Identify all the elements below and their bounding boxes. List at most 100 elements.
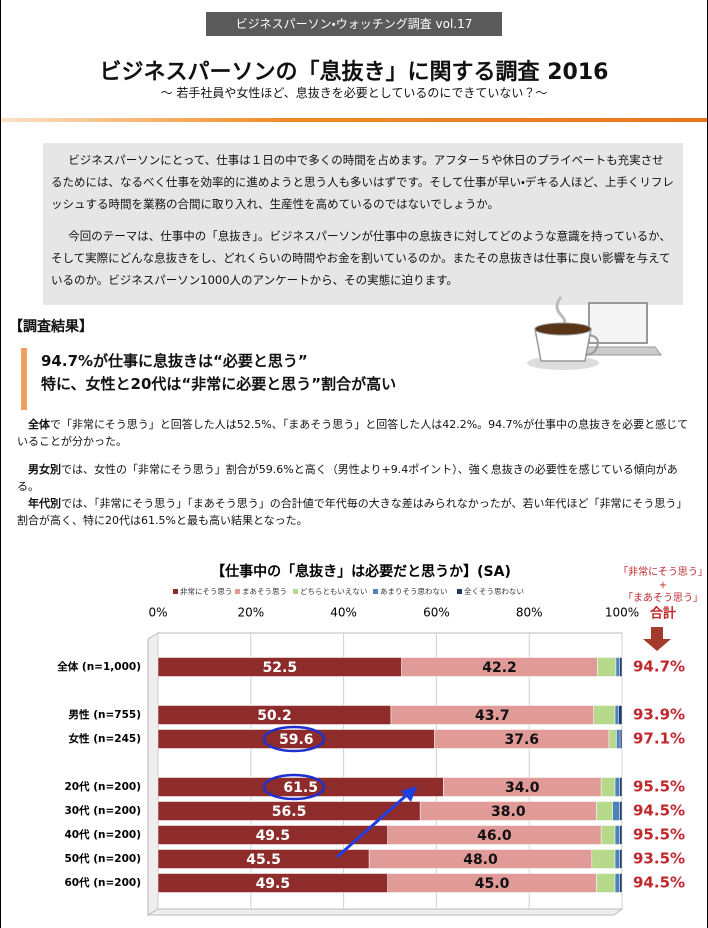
bar-segment xyxy=(620,730,622,749)
bar-segment xyxy=(615,850,620,869)
coffee-illustration xyxy=(521,285,671,375)
legend-swatch xyxy=(235,589,240,594)
divider xyxy=(1,118,707,122)
x-tick-label: 60% xyxy=(423,606,450,620)
lead: 年代別 xyxy=(28,497,61,510)
text: では、「非常にそう思う」「まあそう思う」の合計値で年代毎の大きな差はみられなかっ… xyxy=(17,497,687,527)
x-tick-label: 0% xyxy=(148,606,167,620)
category-label: 全体 (n=1,000) xyxy=(56,660,141,673)
plot-floor xyxy=(148,909,622,915)
bar-segment xyxy=(616,658,620,677)
bar-segment xyxy=(620,850,622,869)
legend-swatch xyxy=(293,589,298,594)
bar-segment xyxy=(615,874,620,893)
legend-swatch xyxy=(173,589,178,594)
intro-paragraph: ビジネスパーソンにとって、仕事は１日の中で多くの時間を占めます。アフター５や休日… xyxy=(51,149,675,215)
legend-label: 非常にそう思う xyxy=(180,586,232,596)
data-label: 37.6 xyxy=(505,732,540,748)
x-tick-label: 20% xyxy=(237,606,264,620)
totals-heading: 「まあそう思う」 xyxy=(623,592,703,604)
headline: 94.7%が仕事に息抜きは“必要と思う” 特に、女性と20代は“非常に必要と思う… xyxy=(41,350,396,396)
text: では、女性の「非常にそう思う」割合が59.6%と高く（男性より+9.4ポイント）… xyxy=(17,463,678,493)
bar-segment xyxy=(620,802,622,821)
total-label: 94.5% xyxy=(633,874,685,892)
legend-label: あまりそう思わない xyxy=(380,587,448,596)
category-label: 男性 (n=755) xyxy=(69,708,141,721)
accent-bar xyxy=(21,348,27,410)
bar-segment xyxy=(601,826,615,845)
bar-segment xyxy=(613,802,620,821)
bar-segment xyxy=(601,778,615,797)
category-label: 50代 (n=200) xyxy=(64,852,141,865)
x-tick-label: 100% xyxy=(605,606,639,620)
legend-label: どちらともいえない xyxy=(300,587,367,596)
data-label: 56.5 xyxy=(272,804,307,820)
headline-line: 特に、女性と20代は“非常に必要と思う”割合が高い xyxy=(41,373,396,396)
category-label: 40代 (n=200) xyxy=(64,828,141,841)
bar-segment xyxy=(616,730,620,749)
total-label: 95.5% xyxy=(633,778,685,796)
total-label: 95.5% xyxy=(633,826,685,844)
bar-segment xyxy=(620,778,622,797)
headline-line: 94.7%が仕事に息抜きは“必要と思う” xyxy=(41,350,396,373)
lead: 全体 xyxy=(28,418,50,431)
body-text: 全体で「非常にそう思う」と回答した人は52.5%、「まあそう思う」と回答した人は… xyxy=(17,416,697,540)
paragraph: 年代別では、「非常にそう思う」「まあそう思う」の合計値で年代毎の大きな差はみられ… xyxy=(17,495,697,529)
intro-box: ビジネスパーソンにとって、仕事は１日の中で多くの時間を占めます。アフター５や休日… xyxy=(43,143,683,305)
legend-swatch xyxy=(373,589,378,594)
down-arrow xyxy=(643,627,671,651)
title: ビジネスパーソンの「息抜き」に関する調査 2016 xyxy=(1,54,707,86)
bar-segment xyxy=(609,730,616,749)
legend-label: まあそう思う xyxy=(242,587,287,596)
data-label: 48.0 xyxy=(463,852,498,868)
legend-swatch xyxy=(457,589,462,594)
bar-segment xyxy=(596,802,612,821)
data-label: 49.5 xyxy=(256,876,291,892)
bar-segment xyxy=(594,706,615,725)
data-label: 45.0 xyxy=(475,876,510,892)
data-label: 46.0 xyxy=(477,828,512,844)
bar-segment xyxy=(592,850,615,869)
total-label: 93.5% xyxy=(633,850,685,868)
section-label: 【調査結果】 xyxy=(9,316,93,336)
data-label: 38.0 xyxy=(491,804,526,820)
data-label: 52.5 xyxy=(263,660,298,676)
chart: 【仕事中の「息抜き」は必要だと思うか】(SA) 非常にそう思うまあそう思うどちら… xyxy=(1,555,707,928)
paragraph: 男女別では、女性の「非常にそう思う」割合が59.6%と高く（男性より+9.4ポイ… xyxy=(17,461,697,495)
page: ビジネスパーソン・ウォッチング調査 vol.17 ビジネスパーソンの「息抜き」に… xyxy=(0,0,708,928)
bar-segment xyxy=(615,778,620,797)
lead: 男女別 xyxy=(28,463,61,476)
total-label: 94.5% xyxy=(633,802,685,820)
bar-segment xyxy=(615,706,619,725)
text: で「非常にそう思う」と回答した人は52.5%、「まあそう思う」と回答した人は42… xyxy=(17,418,688,448)
series-tag: ビジネスパーソン・ウォッチング調査 vol.17 xyxy=(206,12,502,36)
legend-label: 全くそう思わない xyxy=(464,586,524,596)
data-label: 34.0 xyxy=(505,780,540,796)
totals-heading: 「非常にそう思う」 xyxy=(618,565,707,578)
x-tick-label: 40% xyxy=(330,606,357,620)
data-label: 50.2 xyxy=(257,708,292,724)
subtitle: ～ 若手社員や女性ほど、息抜きを必要としているのにできていない？～ xyxy=(1,84,707,101)
total-label: 97.1% xyxy=(633,730,685,748)
category-label: 20代 (n=200) xyxy=(64,780,141,793)
plot-wall xyxy=(148,633,158,915)
category-label: 30代 (n=200) xyxy=(64,804,141,817)
totals-heading: 合計 xyxy=(650,606,676,622)
total-label: 94.7% xyxy=(633,658,685,676)
paragraph: 全体で「非常にそう思う」と回答した人は52.5%、「まあそう思う」と回答した人は… xyxy=(17,416,697,450)
data-label: 59.6 xyxy=(279,732,314,748)
bar-segment xyxy=(619,706,622,725)
total-label: 93.9% xyxy=(633,706,685,724)
data-label: 45.5 xyxy=(246,852,281,868)
intro-paragraph: 今回のテーマは、仕事中の「息抜き」。ビジネスパーソンが仕事中の息抜きに対してどの… xyxy=(51,225,675,291)
bar-segment xyxy=(620,874,622,893)
totals-heading: + xyxy=(659,580,667,591)
data-label: 42.2 xyxy=(482,660,517,676)
bar-segment xyxy=(615,826,620,845)
bar-segment xyxy=(597,658,616,677)
data-label: 43.7 xyxy=(475,708,510,724)
bar-segment xyxy=(596,874,615,893)
category-label: 女性 (n=245) xyxy=(69,732,141,745)
data-label: 61.5 xyxy=(283,780,318,796)
bar-segment xyxy=(620,658,622,677)
